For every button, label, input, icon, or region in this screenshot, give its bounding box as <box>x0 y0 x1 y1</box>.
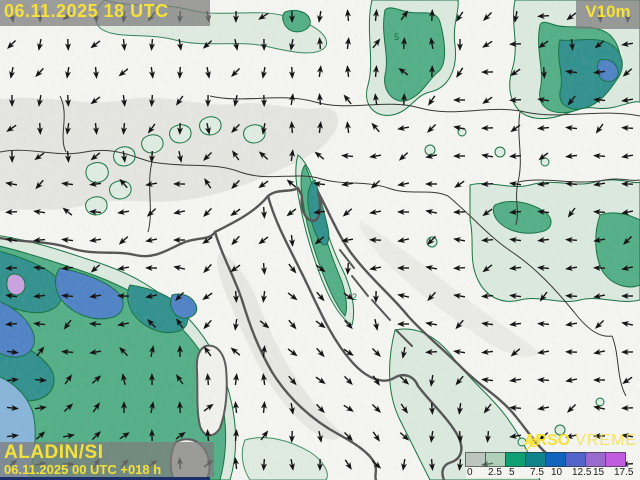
legend-box <box>505 452 526 467</box>
legend-label: 5 <box>509 467 515 478</box>
variable-label: V10m <box>576 0 640 29</box>
model-name: ALADIN/SI <box>4 442 104 463</box>
legend-value-labels: 0 2.5 5 7.5 10 12.5 15 17.5 <box>466 467 638 478</box>
run-info: 06.11.2025 00 UTC +018 h <box>4 461 162 477</box>
legend-label: 15 <box>593 467 605 478</box>
legend-label: 17.5 <box>614 467 634 478</box>
contour-label: 2 <box>352 292 357 302</box>
footer-accent-strip <box>0 477 210 480</box>
legend-box <box>605 452 626 467</box>
valid-time-label: 06.11.2025 18 UTC <box>0 0 210 26</box>
legend-box <box>545 452 566 467</box>
legend-label: 7.5 <box>530 467 544 478</box>
legend-box <box>485 452 506 467</box>
wind-speed-legend: 0 2.5 5 7.5 10 12.5 15 17.5 <box>465 452 638 478</box>
legend-box <box>585 452 606 467</box>
legend-label: 10 <box>551 467 563 478</box>
arso-vreme-logo: ARSO VREME <box>523 432 637 451</box>
logo-product: VREME <box>575 432 637 449</box>
contour-label: 5 <box>394 32 399 42</box>
legend-label: 2.5 <box>488 467 502 478</box>
contour-labels: 52 <box>352 32 399 302</box>
model-info-box: ALADIN/SI 06.11.2025 00 UTC +018 h <box>0 442 214 477</box>
legend-box <box>525 452 546 467</box>
legend-label: 12.5 <box>572 467 592 478</box>
logo-org: ARSO <box>523 432 571 449</box>
legend-label: 0 <box>467 467 473 478</box>
legend-box <box>465 452 486 467</box>
legend-color-boxes <box>465 452 638 467</box>
legend-box <box>565 452 586 467</box>
sun-crossed-icon <box>525 434 542 451</box>
